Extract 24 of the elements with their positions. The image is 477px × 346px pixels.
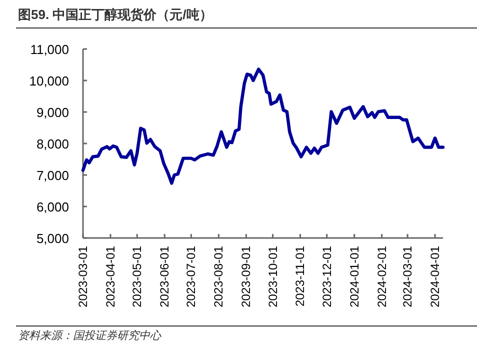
x-tick-label: 2023-10-01: [266, 246, 280, 308]
y-tick-label: 7,000: [36, 168, 69, 183]
line-series: [81, 68, 445, 185]
x-tick-label: 2023-05-01: [130, 246, 144, 308]
x-tick-label: 2023-03-01: [76, 246, 90, 308]
chart-title: 图59. 中国正丁醇现货价（元/吨）: [18, 7, 212, 22]
y-tick-label: 10,000: [29, 74, 69, 88]
x-tick-label: 2023-07-01: [184, 246, 198, 308]
x-tick-label: 2023-09-01: [239, 246, 254, 308]
x-tick-label: 2023-11-01: [293, 246, 308, 306]
x-tick-label: 2023-04-01: [103, 246, 118, 308]
y-tick-label: 8,000: [36, 136, 69, 152]
x-tick-label: 2024-01-01: [347, 246, 362, 308]
x-tick-label: 2024-02-01: [374, 246, 389, 308]
y-tick-label: 6,000: [36, 200, 69, 214]
y-tick-label: 9,000: [36, 105, 69, 120]
x-tick-label: 2023-06-01: [158, 246, 172, 308]
x-tick-label: 2023-08-01: [212, 246, 226, 308]
x-tick-label: 2023-12-01: [320, 246, 334, 308]
y-tick-label: 5,000: [36, 231, 69, 246]
text: 资料来源：国投证券研究中心: [18, 329, 162, 342]
x-tick-label: 2024-04-01: [428, 246, 442, 308]
x-tick-label: 2024-03-01: [400, 246, 415, 308]
y-tick-label: 11,000: [30, 42, 69, 57]
